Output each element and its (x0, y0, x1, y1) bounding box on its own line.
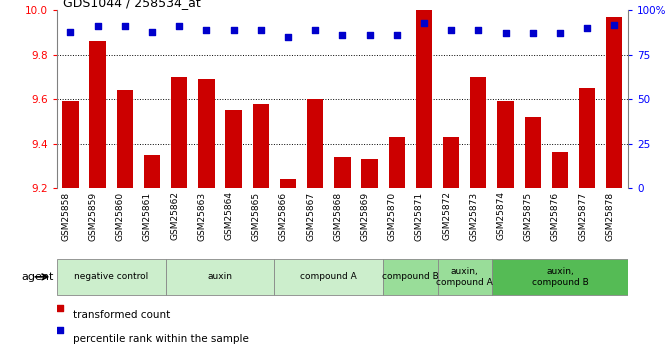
Text: GSM25865: GSM25865 (252, 191, 261, 240)
Point (55, 305, 65, 310)
Text: GSM25866: GSM25866 (279, 191, 288, 240)
Bar (389, 137, 405, 188)
Point (120, 23, 130, 29)
Bar (606, 17, 623, 188)
Point (228, 27, 239, 33)
Text: GSM25863: GSM25863 (197, 191, 206, 240)
Bar (307, 99, 323, 188)
Text: auxin,
compound B: auxin, compound B (532, 267, 589, 287)
Bar (492, 259, 628, 295)
Bar (171, 77, 187, 188)
Bar (438, 259, 492, 295)
Bar (166, 259, 275, 295)
Point (391, 32, 402, 38)
Bar (275, 259, 383, 295)
Bar (225, 110, 242, 188)
Text: GSM25861: GSM25861 (143, 191, 152, 240)
Text: GSM25870: GSM25870 (387, 191, 397, 240)
Bar (443, 137, 460, 188)
Point (364, 32, 375, 38)
Text: auxin: auxin (208, 272, 232, 282)
Point (337, 32, 347, 38)
Bar (415, 10, 432, 188)
Point (255, 27, 266, 33)
Point (554, 31, 565, 36)
Text: transformed count: transformed count (73, 310, 171, 319)
Point (528, 31, 538, 36)
Text: GSM25875: GSM25875 (524, 191, 533, 240)
Text: compound A: compound A (301, 272, 357, 282)
Point (65, 29, 75, 34)
Text: GSM25872: GSM25872 (442, 191, 451, 240)
Point (174, 23, 184, 29)
Bar (334, 157, 351, 188)
Bar (62, 101, 79, 188)
Bar (383, 259, 438, 295)
Text: GSM25862: GSM25862 (170, 191, 179, 240)
Point (473, 27, 484, 33)
Text: GSM25871: GSM25871 (415, 191, 424, 240)
Text: GSM25869: GSM25869 (361, 191, 369, 240)
Point (201, 27, 212, 33)
Point (446, 27, 456, 33)
Bar (361, 159, 377, 188)
Text: GSM25878: GSM25878 (605, 191, 615, 240)
Text: percentile rank within the sample: percentile rank within the sample (73, 334, 249, 344)
Text: GDS1044 / 258534_at: GDS1044 / 258534_at (63, 0, 201, 9)
Bar (253, 104, 269, 188)
Bar (524, 117, 541, 188)
Text: compound B: compound B (382, 272, 439, 282)
Text: GSM25860: GSM25860 (116, 191, 125, 240)
Point (92, 23, 103, 29)
Point (55, 328, 65, 333)
Text: GSM25867: GSM25867 (306, 191, 315, 240)
Text: GSM25873: GSM25873 (470, 191, 478, 240)
Bar (579, 88, 595, 188)
Text: GSM25864: GSM25864 (224, 191, 234, 240)
Point (310, 27, 321, 33)
Bar (470, 77, 486, 188)
Point (283, 34, 293, 40)
Bar (198, 79, 214, 188)
Point (582, 26, 593, 31)
Text: GSM25874: GSM25874 (496, 191, 506, 240)
Text: GSM25876: GSM25876 (551, 191, 560, 240)
Bar (90, 41, 106, 188)
Text: GSM25868: GSM25868 (333, 191, 342, 240)
Text: agent: agent (21, 272, 53, 282)
Text: GSM25859: GSM25859 (89, 191, 98, 240)
Bar (280, 179, 296, 188)
Point (609, 22, 620, 27)
Bar (144, 155, 160, 188)
Bar (552, 152, 568, 188)
Bar (117, 90, 133, 188)
Bar (57, 259, 166, 295)
Point (500, 31, 511, 36)
Text: GSM25877: GSM25877 (578, 191, 587, 240)
Point (419, 20, 430, 26)
Bar (498, 101, 514, 188)
Text: auxin,
compound A: auxin, compound A (436, 267, 493, 287)
Text: GSM25858: GSM25858 (61, 191, 70, 240)
Text: negative control: negative control (74, 272, 148, 282)
Point (147, 29, 158, 34)
